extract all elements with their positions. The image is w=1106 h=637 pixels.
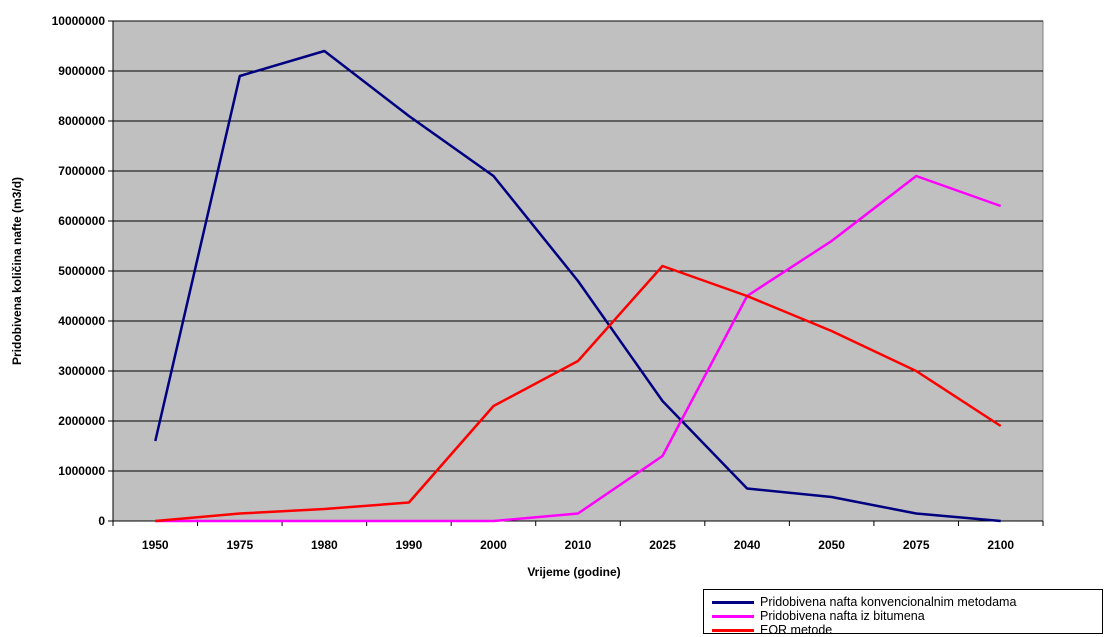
x-tick-label: 2025	[649, 538, 676, 552]
y-tick-label: 7000000	[58, 164, 105, 178]
legend-item-konvencionalne: Pridobivena nafta konvencionalnim metoda…	[712, 595, 1016, 609]
x-tick-label: 2075	[903, 538, 930, 552]
y-tick-label: 5000000	[58, 264, 105, 278]
series-lines	[154, 49, 1002, 523]
y-tick-label: 10000000	[52, 14, 106, 28]
y-tick-label: 1000000	[58, 464, 105, 478]
x-tick-labels: 1950 1975 1980 1990 2000 2010 2025 2040 2050 2075…	[142, 538, 1014, 552]
legend-swatch-konvencionalne	[712, 600, 754, 604]
legend-label-eor: EOR metode	[760, 623, 833, 637]
series-line-1	[155, 174, 1002, 523]
y-axis-title: Pridobivena količina nafte (m3/d)	[10, 177, 24, 365]
x-tick-label: 2000	[480, 538, 507, 552]
legend-label-bitumen: Pridobivena nafta iz bitumena	[760, 609, 925, 623]
y-tick-label: 9000000	[58, 64, 105, 78]
y-tick-label: 0	[98, 514, 105, 528]
legend-item-eor: EOR metode	[712, 623, 832, 637]
y-tick-label: 4000000	[58, 314, 105, 328]
legend-swatch-eor	[712, 628, 754, 632]
x-axis-title: Vrijeme (godine)	[527, 565, 620, 579]
legend-item-bitumen: Pridobivena nafta iz bitumena	[712, 609, 925, 623]
x-tick-label: 2100	[987, 538, 1014, 552]
y-tick-label: 2000000	[58, 414, 105, 428]
gridlines	[113, 20, 1043, 472]
y-tick-labels: 0 1000000 2000000 3000000 4000000 5000000 6000…	[52, 14, 106, 528]
y-tick-label: 8000000	[58, 114, 105, 128]
x-tick-label: 1950	[142, 538, 169, 552]
x-tick-label: 2010	[565, 538, 592, 552]
x-tick-label: 1990	[396, 538, 423, 552]
series-line-0	[154, 49, 1001, 523]
y-tick-label: 3000000	[58, 364, 105, 378]
legend: Pridobivena nafta konvencionalnim metoda…	[703, 589, 1103, 637]
x-tick-label: 1975	[226, 538, 253, 552]
y-tick-label: 6000000	[58, 214, 105, 228]
x-tick-label: 2050	[818, 538, 845, 552]
x-tick-label: 1980	[311, 538, 338, 552]
x-tick-label: 2040	[734, 538, 761, 552]
series-line-2	[155, 264, 1002, 523]
legend-label-konvencionalne: Pridobivena nafta konvencionalnim metoda…	[760, 595, 1017, 609]
legend-swatch-bitumen	[712, 614, 754, 618]
